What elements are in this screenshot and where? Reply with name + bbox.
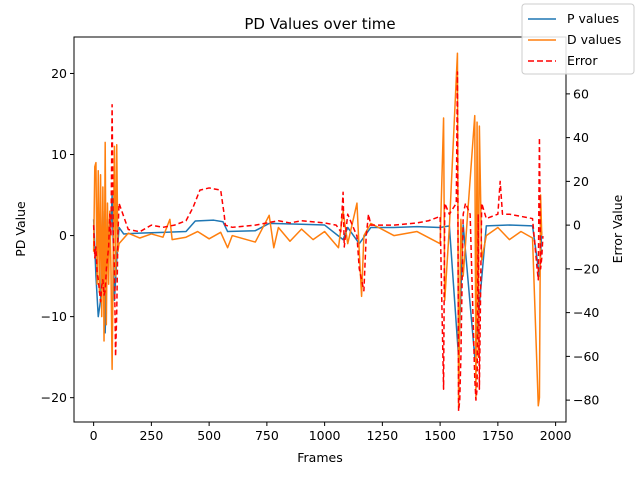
legend-label-p-values: P values — [567, 11, 619, 26]
y2-axis-label: Error Value — [610, 194, 625, 263]
x-axis-label: Frames — [297, 450, 342, 465]
legend: P values D values Error — [521, 3, 635, 75]
plot-area — [73, 36, 567, 423]
series-layer — [92, 52, 544, 412]
x-axis: 0 250 500 750 1000 1250 1500 1750 2000 — [90, 422, 572, 443]
y2-tick-label: −80 — [573, 393, 599, 408]
y-tick-label: −10 — [41, 309, 67, 324]
y2-tick-label: 20 — [573, 174, 589, 189]
legend-box — [521, 3, 635, 75]
y-tick-label: −20 — [41, 390, 67, 405]
legend-entry-error: Error — [528, 53, 598, 68]
series-line-error — [92, 71, 544, 412]
y-tick-label: 10 — [51, 147, 67, 162]
y2-tick-label: 40 — [573, 130, 589, 145]
x-tick-label: 500 — [197, 428, 221, 443]
chart-title: PD Values over time — [244, 15, 395, 33]
y2-tick-label: −20 — [573, 261, 599, 276]
y2-tick-label: 60 — [573, 86, 589, 101]
x-tick-label: 1500 — [424, 428, 456, 443]
y2-tick-label: −40 — [573, 305, 599, 320]
y2-tick-label: −60 — [573, 349, 599, 364]
legend-label-d-values: D values — [567, 32, 621, 47]
y-axis-left: −20 −10 0 10 20 — [41, 66, 74, 405]
x-tick-label: 0 — [90, 428, 98, 443]
y-axis-right: −80 −60 −40 −20 0 20 40 60 — [566, 86, 599, 408]
x-tick-label: 250 — [139, 428, 163, 443]
plot-frame — [73, 36, 567, 423]
x-tick-label: 2000 — [540, 428, 572, 443]
y-axis-label: PD Value — [13, 201, 28, 257]
legend-entry-d-values: D values — [528, 32, 621, 47]
x-tick-label: 1250 — [366, 428, 398, 443]
y-tick-label: 20 — [51, 66, 67, 81]
y-tick-label: 0 — [59, 228, 67, 243]
legend-entry-p-values: P values — [528, 11, 619, 26]
y2-tick-label: 0 — [573, 218, 581, 233]
series-line-d-values — [92, 52, 543, 407]
x-tick-label: 1750 — [482, 428, 514, 443]
x-tick-label: 750 — [255, 428, 279, 443]
x-tick-label: 1000 — [309, 428, 341, 443]
legend-label-error: Error — [567, 53, 598, 68]
